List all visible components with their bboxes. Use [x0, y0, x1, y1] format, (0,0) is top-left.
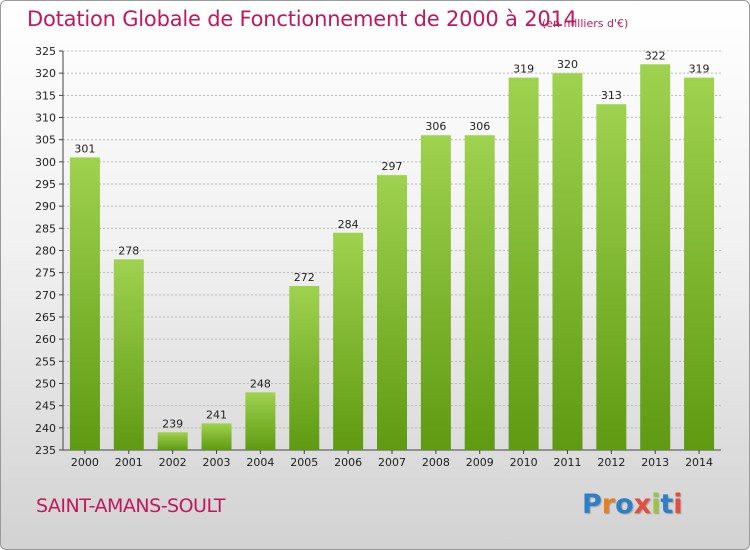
bar-2003[interactable]	[201, 423, 232, 450]
y-tick-label: 260	[35, 333, 56, 346]
y-tick-label: 320	[35, 67, 56, 80]
x-tick-label: 2010	[510, 456, 538, 469]
data-label: 322	[645, 49, 666, 62]
x-tick-label: 2000	[71, 456, 99, 469]
y-tick-label: 275	[35, 267, 56, 280]
bar-2009[interactable]	[464, 135, 495, 450]
y-tick-label: 300	[35, 156, 56, 169]
data-label: 306	[469, 120, 490, 133]
logo-letter: r	[601, 489, 616, 520]
x-tick-label: 2012	[597, 456, 625, 469]
data-label: 297	[382, 160, 403, 173]
x-tick-label: 2008	[422, 456, 450, 469]
commune-name: SAINT-AMANS-SOULT	[36, 495, 226, 517]
logo-letter: x	[633, 489, 652, 520]
x-tick-label: 2004	[246, 456, 274, 469]
data-label: 301	[74, 142, 95, 155]
x-tick-label: 2007	[378, 456, 406, 469]
y-tick-label: 325	[35, 45, 56, 58]
data-label: 306	[425, 120, 446, 133]
bar-2011[interactable]	[552, 73, 583, 451]
y-tick-label: 250	[35, 378, 56, 391]
chart-subtitle: (en milliers d'€)	[542, 17, 629, 30]
bar-2000[interactable]	[69, 157, 100, 450]
data-label: 241	[206, 408, 227, 421]
y-tick-label: 265	[35, 311, 56, 324]
y-tick-label: 295	[35, 178, 56, 191]
y-tick-label: 310	[35, 112, 56, 125]
bar-2002[interactable]	[157, 432, 188, 450]
x-tick-label: 2014	[685, 456, 713, 469]
axes: 235 240 245 250 255 260 265 270 275 280 285 290 295 3…	[35, 45, 721, 469]
x-tick-label: 2001	[115, 456, 143, 469]
logo-letter: o	[615, 489, 634, 520]
data-labels: 301 278 239 241 248 272 284 297 306 306 319 320 313 3…	[74, 49, 709, 430]
x-tick-label: 2011	[553, 456, 581, 469]
y-tick-label: 290	[35, 200, 56, 213]
x-tick-label: 2013	[641, 456, 669, 469]
chart-title: Dotation Globale de Fonctionnement de 20…	[27, 7, 577, 31]
y-tick-label: 255	[35, 355, 56, 368]
bar-2014[interactable]	[684, 77, 715, 450]
x-tick-label: 2005	[290, 456, 318, 469]
y-tick-label: 245	[35, 400, 56, 413]
data-label: 272	[294, 271, 315, 284]
bar-2007[interactable]	[377, 175, 407, 450]
data-label: 320	[557, 58, 578, 71]
bar-2012[interactable]	[596, 104, 627, 450]
data-label: 284	[338, 218, 359, 231]
y-tick-label: 315	[35, 89, 56, 102]
y-tick-label: 270	[35, 289, 56, 302]
bar-2008[interactable]	[420, 135, 451, 450]
data-label: 248	[250, 377, 271, 390]
data-label: 319	[513, 63, 534, 76]
y-tick-label: 285	[35, 222, 56, 235]
y-tick-label: 305	[35, 134, 56, 147]
proxiti-logo[interactable]: Proxiti	[582, 489, 683, 520]
data-label: 319	[689, 63, 710, 76]
logo-letter: P	[582, 489, 602, 520]
data-label: 313	[601, 89, 622, 102]
bars	[69, 64, 715, 451]
logo-letter: t	[660, 489, 674, 520]
bar-2013[interactable]	[640, 64, 671, 451]
bar-2001[interactable]	[113, 259, 144, 450]
y-tick-label: 235	[35, 444, 56, 457]
bar-2005[interactable]	[289, 285, 320, 450]
data-label: 239	[162, 417, 183, 430]
logo-letter: i	[651, 489, 661, 520]
y-tick-label: 280	[35, 245, 56, 258]
x-tick-label: 2003	[203, 456, 231, 469]
x-tick-label: 2002	[159, 456, 187, 469]
x-tick-label: 2009	[466, 456, 494, 469]
bar-2004[interactable]	[245, 392, 276, 450]
x-tick-label: 2006	[334, 456, 362, 469]
logo-letter: i	[673, 489, 683, 520]
bar-2006[interactable]	[333, 232, 364, 450]
data-label: 278	[118, 244, 139, 257]
y-tick-label: 240	[35, 422, 56, 435]
bar-2010[interactable]	[508, 77, 539, 450]
